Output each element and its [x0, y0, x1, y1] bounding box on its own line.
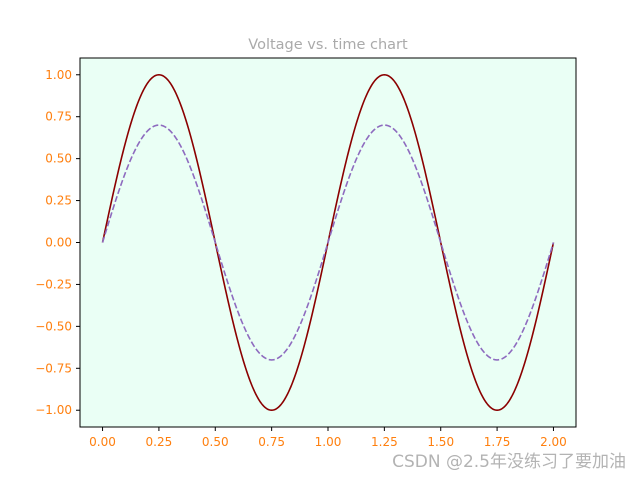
- x-tick-label: 2.00: [540, 435, 567, 449]
- x-tick-label: 1.50: [427, 435, 454, 449]
- x-tick-label: 1.75: [484, 435, 511, 449]
- y-tick-label: 1.00: [45, 68, 72, 82]
- y-tick-label: −1.00: [35, 403, 72, 417]
- y-axis: 1.00 0.75 0.50 0.25 0.00 −0.25 −0.50 −0.75 −1.00: [35, 68, 80, 417]
- x-tick-label: 0.75: [258, 435, 285, 449]
- y-tick-label: 0.00: [45, 236, 72, 250]
- x-tick-label: 1.25: [371, 435, 398, 449]
- x-axis: 0.00 0.25 0.50 0.75 1.00 1.25 1.50 1.75 2.00: [89, 427, 567, 449]
- y-tick-label: −0.25: [35, 277, 72, 291]
- y-tick-label: 0.75: [45, 110, 72, 124]
- y-tick-label: −0.75: [35, 361, 72, 375]
- series-group: [101, 73, 555, 412]
- x-tick-label: 0.00: [89, 435, 116, 449]
- x-tick-label: 0.50: [202, 435, 229, 449]
- y-tick-label: 0.50: [45, 152, 72, 166]
- x-tick-label: 0.25: [146, 435, 173, 449]
- series-line-2: [101, 124, 555, 361]
- y-tick-label: 0.25: [45, 194, 72, 208]
- x-tick-label: 1.00: [315, 435, 342, 449]
- watermark-text: CSDN @2.5年没练习了要加油: [392, 452, 626, 472]
- y-tick-label: −0.50: [35, 319, 72, 333]
- chart-title: Voltage vs. time chart: [248, 37, 408, 53]
